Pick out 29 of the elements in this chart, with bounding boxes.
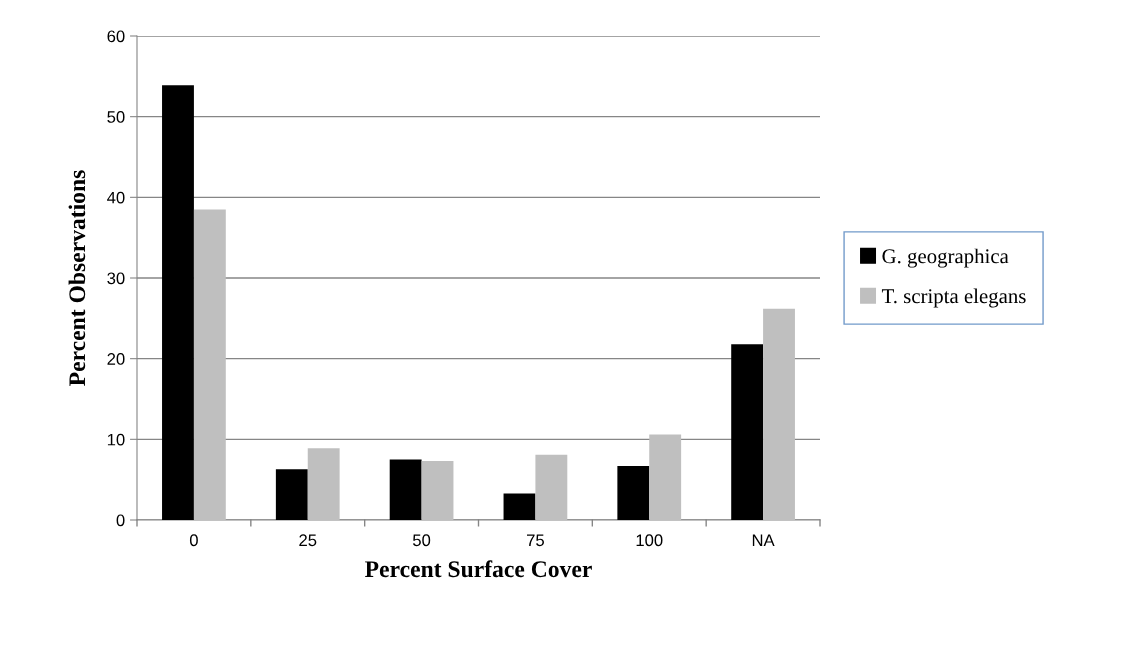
bar: [535, 454, 568, 520]
x-axis-title: Percent Surface Cover: [365, 560, 592, 578]
bar: [763, 308, 795, 520]
y-tick-label: 50: [107, 111, 125, 123]
x-tick-label: 0: [189, 534, 198, 547]
bar: [275, 469, 308, 520]
bar: [307, 448, 340, 520]
y-tick-label: 10: [107, 433, 125, 446]
y-axis-title: Percent Observations: [68, 170, 86, 386]
y-tick-label: 20: [107, 353, 125, 365]
x-tick-label: 25: [299, 534, 317, 547]
x-tick-label: 75: [527, 534, 544, 547]
y-tick-label: 0: [116, 514, 125, 527]
legend-label: G. geographica: [882, 248, 1009, 268]
x-tick-label: 100: [636, 534, 663, 547]
bar: [503, 493, 536, 520]
y-tick-label: 40: [107, 191, 125, 204]
bar: [389, 459, 422, 520]
bar: [617, 465, 650, 520]
bar: [421, 461, 454, 520]
bar: [731, 344, 764, 520]
x-tick-label: NA: [752, 534, 775, 546]
bar: [193, 209, 226, 520]
legend-label: T. scripta elegans: [881, 288, 1026, 308]
y-tick-label: 30: [107, 272, 125, 285]
bar: [162, 85, 194, 520]
x-tick-label: 50: [412, 534, 431, 547]
y-tick-label: 60: [107, 30, 125, 43]
bar: [649, 434, 682, 520]
